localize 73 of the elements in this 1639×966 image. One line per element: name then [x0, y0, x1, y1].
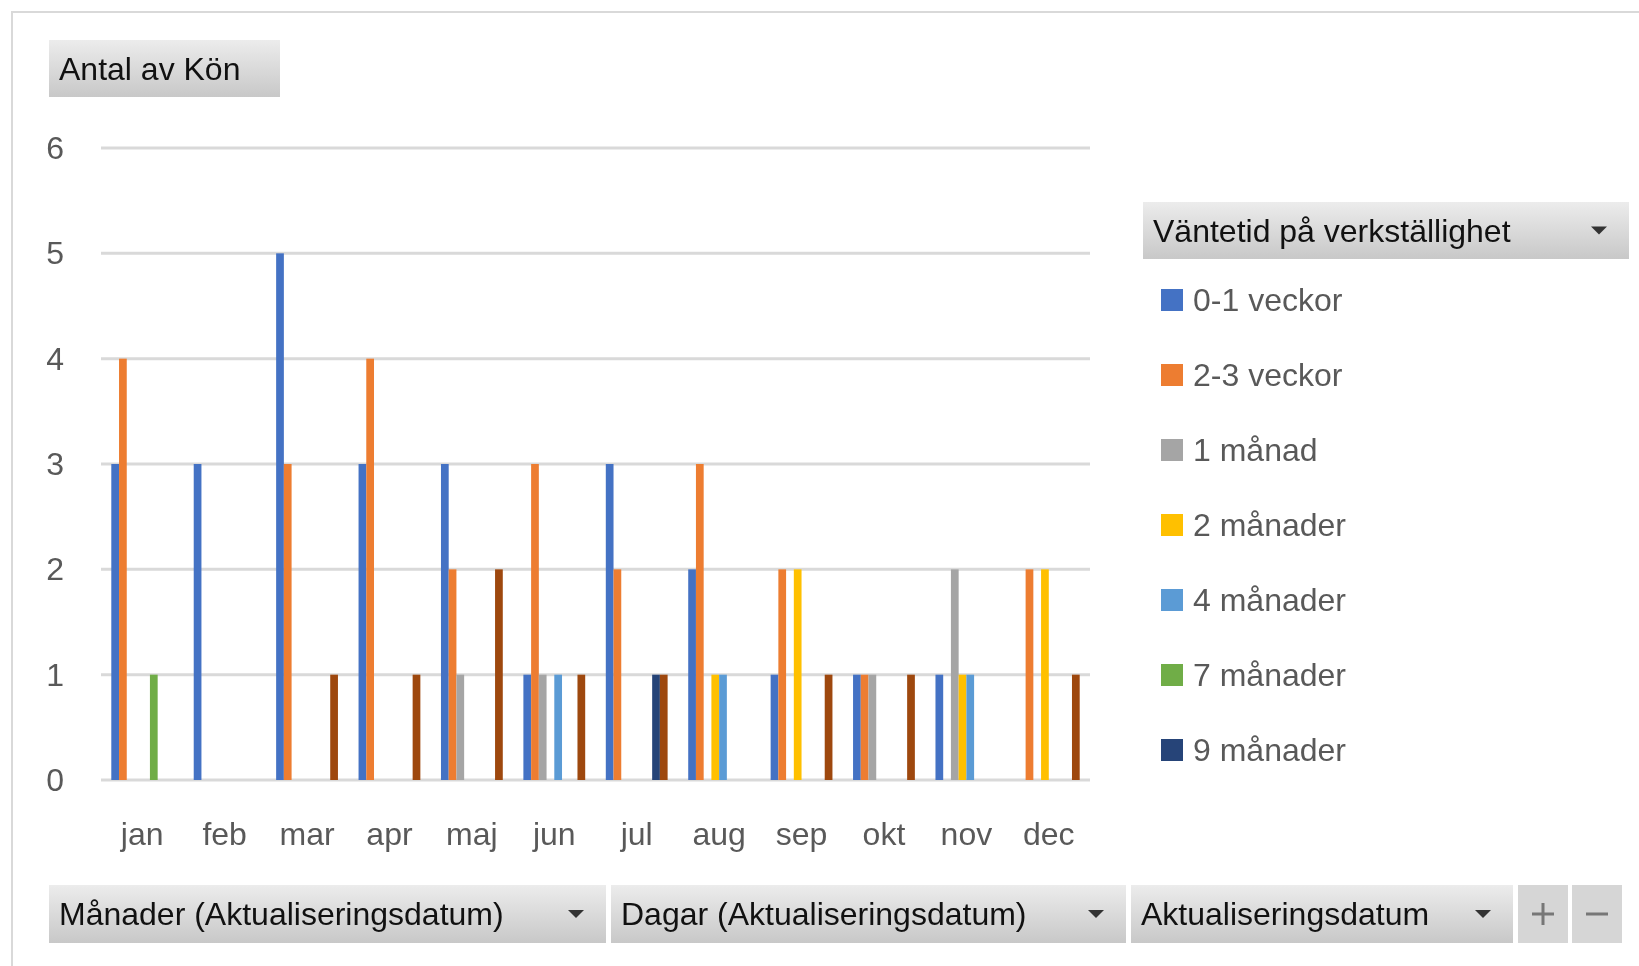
bar — [149, 674, 158, 780]
bar — [935, 674, 944, 780]
chart-title: Antal av Kön — [59, 50, 241, 87]
y-tick-label: 6 — [46, 130, 64, 166]
bar — [276, 253, 284, 780]
bar — [605, 464, 614, 780]
bar — [330, 674, 338, 780]
bar — [688, 569, 696, 780]
bar — [440, 464, 449, 780]
bar — [853, 674, 861, 780]
y-tick-label: 1 — [46, 656, 64, 693]
y-tick-label: 3 — [46, 446, 64, 482]
bar — [448, 569, 457, 780]
legend-label: 0-1 veckor — [1193, 282, 1343, 318]
bar — [868, 674, 877, 780]
x-tick-label: nov — [940, 816, 993, 852]
bar — [495, 569, 503, 780]
text: Dagar (Aktualiseringsdatum) — [621, 896, 1027, 932]
bar — [695, 464, 704, 780]
bar — [366, 358, 375, 780]
text: Månader (Aktualiseringsdatum) — [59, 896, 504, 932]
bar — [358, 464, 367, 780]
bar — [652, 674, 660, 780]
bar — [193, 464, 202, 780]
bar — [531, 464, 539, 780]
x-tick-label: sep — [775, 816, 828, 852]
y-tick-label: 4 — [46, 340, 64, 377]
bar — [966, 674, 975, 780]
bar — [111, 464, 120, 780]
bar — [659, 674, 668, 780]
legend-label: 9 månader — [1193, 732, 1347, 768]
x-tick-label: dec — [1022, 816, 1075, 852]
legend-label: 2 månader — [1193, 507, 1347, 543]
bar — [778, 569, 787, 780]
bar — [412, 674, 421, 780]
legend-label: 7 månader — [1193, 657, 1347, 693]
legend-label: 1 månad — [1193, 432, 1318, 468]
bar — [283, 464, 292, 780]
bar — [523, 674, 532, 780]
x-tick-label: jun — [531, 816, 576, 852]
bar — [577, 674, 586, 780]
x-tick-label: okt — [862, 816, 906, 852]
legend-title: Väntetid på verkställighet — [1153, 212, 1511, 249]
x-tick-label: mar — [279, 816, 335, 852]
bar — [613, 569, 622, 780]
legend-label: 2-3 veckor — [1193, 357, 1343, 393]
bar — [456, 674, 465, 780]
bar — [860, 674, 869, 780]
bar — [554, 674, 563, 780]
bar — [958, 674, 967, 780]
bar — [711, 674, 720, 780]
bar — [538, 674, 547, 780]
bar — [770, 674, 779, 780]
x-tick-label: maj — [446, 816, 498, 852]
text: Aktualiseringsdatum — [1141, 896, 1430, 932]
bar — [1071, 674, 1080, 780]
y-tick-label: 0 — [46, 762, 64, 798]
x-tick-label: feb — [202, 816, 247, 852]
x-tick-label: aug — [692, 816, 746, 852]
bar — [119, 358, 127, 780]
x-tick-label: jan — [119, 816, 164, 852]
bar — [1025, 569, 1034, 780]
x-tick-label: jul — [619, 816, 653, 852]
legend-label: 4 månader — [1193, 582, 1347, 618]
bar — [793, 569, 802, 780]
x-tick-label: apr — [366, 816, 413, 852]
bar — [907, 674, 915, 780]
bar — [950, 569, 959, 780]
bar — [1041, 569, 1049, 780]
y-tick-label: 2 — [46, 551, 64, 588]
bar — [719, 674, 727, 780]
bar — [824, 674, 833, 780]
y-tick-label: 5 — [46, 235, 64, 272]
